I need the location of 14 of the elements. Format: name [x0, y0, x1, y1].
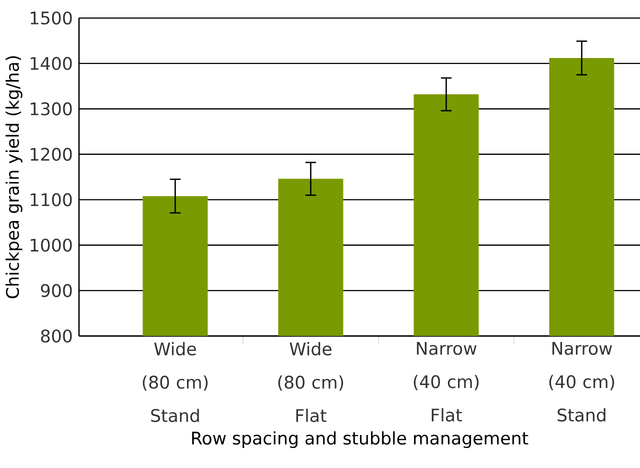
- x-tick-label: Narrow (40 cm) Stand: [549, 342, 614, 422]
- y-tick-label: 1000: [30, 238, 72, 252]
- x-tick-label: Narrow (40 cm) Flat: [414, 342, 479, 422]
- y-tick-label: 1300: [30, 102, 72, 116]
- y-tick-label: 1500: [30, 11, 72, 25]
- y-tick-label: 1400: [30, 56, 72, 70]
- x-axis-title: Row spacing and stubble management: [192, 431, 528, 448]
- y-tick-label: 900: [40, 284, 72, 298]
- y-axis-title: Chickpea grain yield (kg/ha): [6, 56, 22, 298]
- y-tick-label: 1200: [30, 148, 72, 161]
- y-tick-label: 1100: [30, 193, 72, 206]
- y-tick-label: 800: [41, 329, 72, 343]
- x-tick-label: Wide (80 cm) Stand: [142, 342, 208, 422]
- x-tick-label: Wide (80 cm) Flat: [278, 342, 344, 422]
